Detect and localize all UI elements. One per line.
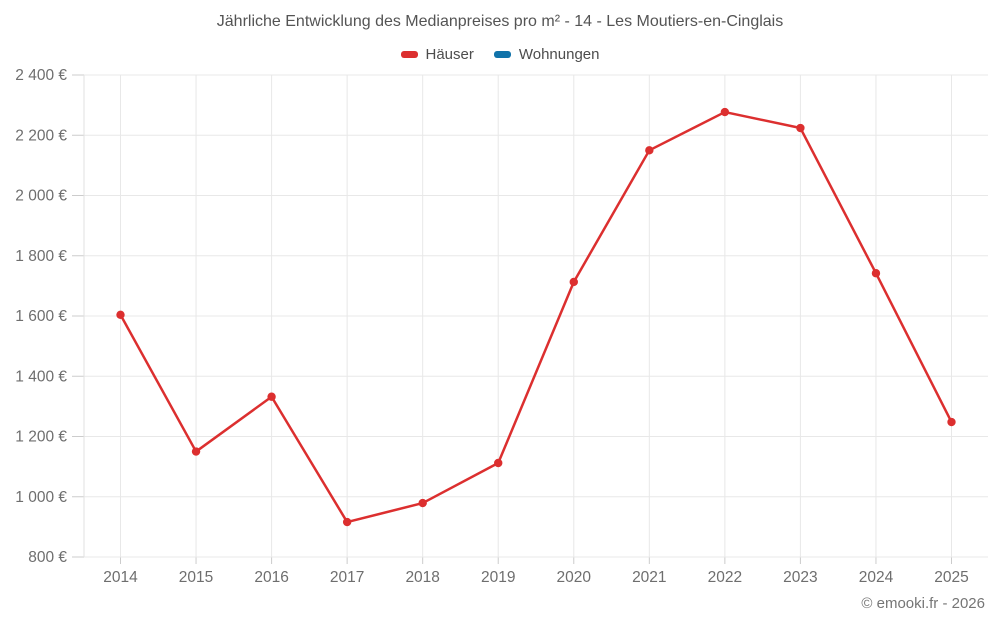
y-axis-label: 1 600 € xyxy=(15,308,67,325)
x-axis-label: 2025 xyxy=(934,569,968,586)
legend-swatch-icon xyxy=(493,51,511,58)
data-point-2015[interactable] xyxy=(191,447,201,456)
data-point-2022[interactable] xyxy=(720,107,730,117)
data-point-2023[interactable] xyxy=(796,123,805,133)
legend-label: Wohnungen xyxy=(518,46,600,63)
y-axis-label: 1 400 € xyxy=(15,368,67,385)
y-axis-label: 2 200 € xyxy=(15,127,67,144)
data-point-2018[interactable] xyxy=(418,498,427,508)
data-point-2024[interactable] xyxy=(871,269,881,278)
data-point-2014[interactable] xyxy=(116,310,125,319)
data-point-2020[interactable] xyxy=(569,277,578,287)
legend-item-haeuser[interactable]: Häuser xyxy=(400,46,474,63)
y-axis-label: 1 000 € xyxy=(15,489,67,506)
y-axis-label: 1 800 € xyxy=(15,248,67,265)
credit-text: © emooki.fr - 2026 xyxy=(861,595,985,612)
y-axis-label: 800 € xyxy=(28,549,67,566)
x-axis-label: 2018 xyxy=(405,569,439,586)
x-axis-label: 2016 xyxy=(254,569,288,586)
data-point-2019[interactable] xyxy=(494,458,503,468)
y-axis-label: 1 200 € xyxy=(15,429,67,446)
chart-title: Jährliche Entwicklung des Medianpreises … xyxy=(216,13,784,30)
x-axis-label: 2015 xyxy=(179,569,213,586)
y-axis-label: 2 400 € xyxy=(15,67,67,84)
data-point-2016[interactable] xyxy=(267,392,276,401)
x-axis-label: 2023 xyxy=(783,569,817,586)
legend: Häuser Wohnungen xyxy=(0,46,1000,63)
x-axis-label: 2024 xyxy=(859,569,894,586)
legend-label: Häuser xyxy=(425,46,474,63)
legend-item-wohnungen[interactable]: Wohnungen xyxy=(493,46,600,63)
x-axis-label: 2017 xyxy=(330,569,364,586)
data-point-2025[interactable] xyxy=(947,417,956,427)
x-axis-label: 2021 xyxy=(632,569,666,586)
series-line-häuser xyxy=(119,110,953,524)
y-axis-label: 2 000 € xyxy=(15,188,67,205)
x-axis-label: 2014 xyxy=(103,569,138,586)
data-point-2017[interactable] xyxy=(342,517,352,527)
x-axis-label: 2019 xyxy=(481,569,515,586)
x-axis-label: 2020 xyxy=(557,569,592,586)
x-axis-label: 2022 xyxy=(708,569,742,586)
legend-swatch-icon xyxy=(400,51,418,58)
data-point-2021[interactable] xyxy=(645,146,654,155)
